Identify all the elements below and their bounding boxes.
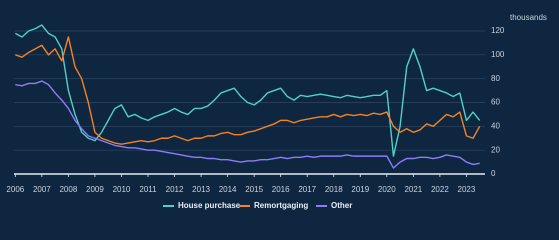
y-tick-label: 20 (491, 145, 500, 154)
y-tick-label: 100 (491, 50, 505, 59)
series-line (15, 36, 481, 145)
legend-text: House purchase (178, 201, 241, 210)
x-tick-label: 2022 (431, 185, 449, 194)
x-tick-label: 2012 (166, 185, 184, 194)
x-tick-label: 2019 (351, 185, 369, 194)
y-tick-label: 0 (491, 169, 496, 178)
x-tick-label: 2023 (458, 185, 476, 194)
background (0, 0, 559, 224)
x-tick-label: 2017 (298, 185, 316, 194)
x-tick-label: 2021 (404, 185, 422, 194)
y-tick-label: 120 (491, 26, 505, 35)
x-tick-label: 2007 (33, 185, 51, 194)
x-tick-label: 2020 (378, 185, 396, 194)
x-tick-label: 2008 (59, 185, 77, 194)
y-tick-label: 60 (491, 98, 500, 107)
series-line (15, 80, 480, 169)
chart: thousands 0 20 40 60 80 100 120 2006 2007 2008 200… (0, 0, 559, 224)
x-tick-label: 2010 (113, 185, 131, 194)
legend-text: Remortgaging (254, 201, 308, 210)
x-tick-label: 2014 (219, 185, 237, 194)
y-axis-label: thousands (510, 13, 547, 22)
x-tick-label: 2018 (325, 185, 343, 194)
x-tick-label: 2015 (245, 185, 263, 194)
x-tick-label: 2009 (86, 185, 104, 194)
x-tick-label: 2016 (272, 185, 290, 194)
y-tick-label: 80 (491, 74, 500, 83)
y-tick-label: 40 (491, 121, 500, 130)
x-tick-label: 2011 (139, 185, 157, 194)
series-line (14, 24, 481, 157)
x-tick-label: 2006 (6, 185, 24, 194)
legend-text: Other (331, 201, 352, 210)
x-tick-label: 2013 (192, 185, 210, 194)
